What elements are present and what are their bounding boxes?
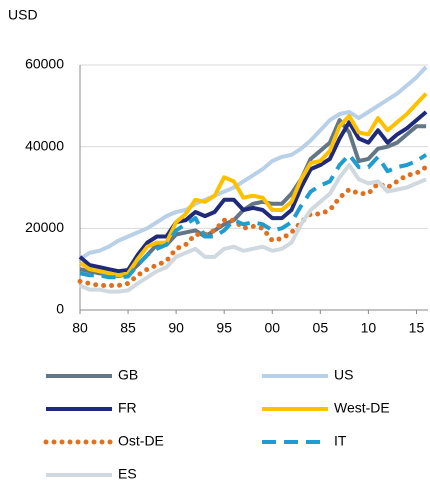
legend-label: US xyxy=(334,367,353,383)
x-tick-label: 85 xyxy=(120,320,136,336)
series-line xyxy=(78,65,428,261)
x-tick-label: 80 xyxy=(72,320,88,336)
x-tick-label: 10 xyxy=(361,320,377,336)
y-tick-label: 60000 xyxy=(25,56,64,72)
series-line xyxy=(78,92,428,278)
series-line xyxy=(79,118,427,279)
legend-label: IT xyxy=(334,433,347,449)
series-line xyxy=(78,110,428,274)
series-line xyxy=(79,163,427,294)
x-tick-label: 00 xyxy=(264,320,280,336)
legend-label: ES xyxy=(118,466,137,482)
legend-label: Ost-DE xyxy=(118,433,164,449)
x-tick-label: 95 xyxy=(216,320,232,336)
y-tick-label: 20000 xyxy=(25,219,64,235)
x-tick-label: 15 xyxy=(409,320,425,336)
y-tick-label: 0 xyxy=(56,301,64,317)
series-line xyxy=(77,164,429,288)
legend-label: GB xyxy=(118,367,138,383)
y-axis-label: USD xyxy=(8,7,38,23)
x-tick-label: 05 xyxy=(313,320,329,336)
series-line xyxy=(79,152,428,280)
legend-label: FR xyxy=(118,400,137,416)
y-tick-label: 40000 xyxy=(25,137,64,153)
x-tick-label: 90 xyxy=(168,320,184,336)
legend-label: West-DE xyxy=(334,400,390,416)
